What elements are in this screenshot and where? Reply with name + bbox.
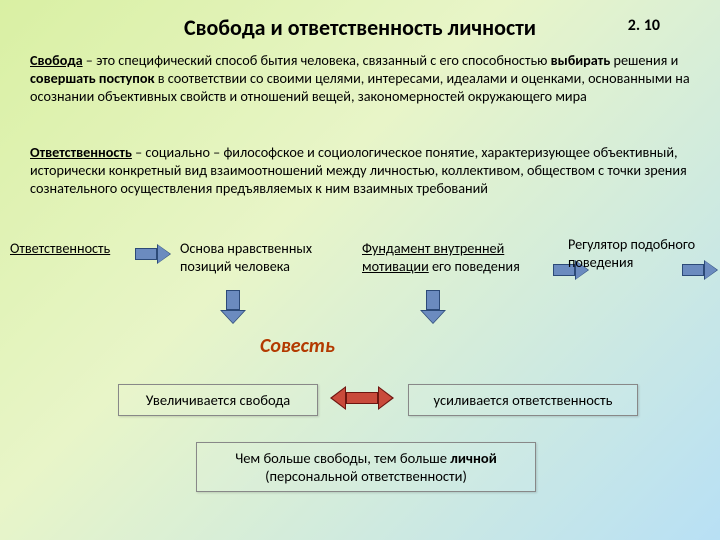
arrow-right-icon (682, 260, 718, 280)
increase-responsibility-box: усиливается ответственность (408, 384, 638, 416)
freedom-term: Свобода (30, 51, 83, 69)
page-number: 2. 10 (628, 16, 660, 35)
responsibility-definition: Ответственность – социально – философско… (30, 144, 690, 197)
arrow-down-icon (420, 290, 446, 324)
bottom-conclusion-box: Чем больше свободы, тем больше личной (п… (196, 442, 536, 492)
double-arrow-icon (330, 386, 394, 410)
responsibility-term: Ответственность (30, 143, 132, 161)
page-title: Свобода и ответственность личности (0, 14, 720, 41)
arrow-down-icon (220, 290, 246, 324)
row-label: Ответственность (10, 240, 130, 258)
freedom-definition: Свобода – это специфический способ бытия… (30, 52, 690, 105)
arrow-right-icon (135, 244, 171, 264)
increase-freedom-box: Увеличивается свобода (118, 384, 318, 416)
row-col1: Основа нравственных позиций человека (180, 240, 350, 276)
row-col2: Фундамент внутренней мотивации его повед… (362, 240, 552, 276)
sovest-label: Совесть (260, 334, 335, 358)
